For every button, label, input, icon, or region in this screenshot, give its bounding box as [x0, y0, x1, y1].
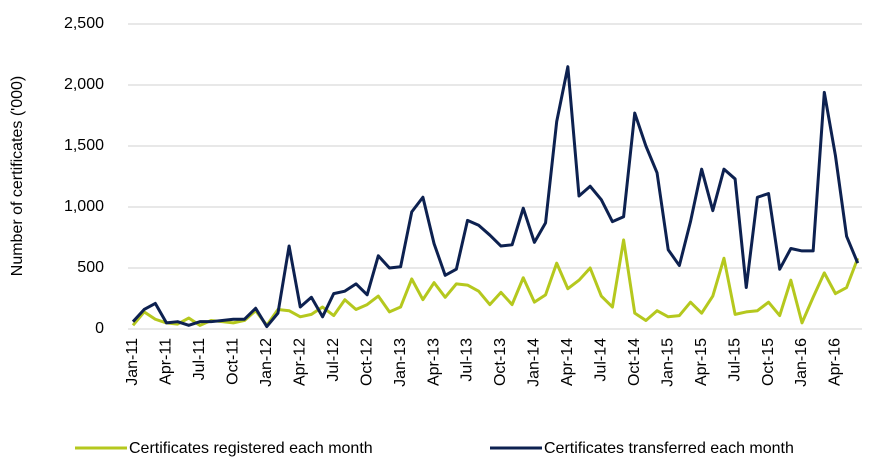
- x-tick-label: Jul-12: [325, 338, 342, 382]
- y-tick-label: 1,000: [64, 198, 104, 215]
- x-tick-label: Jul-11: [191, 338, 208, 380]
- x-tick-label: Oct-11: [225, 338, 242, 385]
- x-tick-label: Oct-13: [492, 338, 509, 386]
- y-tick-label: 500: [77, 259, 104, 276]
- x-tick-label: Apr-14: [559, 338, 576, 386]
- data-line: [131, 238, 860, 327]
- x-tick-label: Apr-16: [827, 338, 844, 386]
- x-tick-label: Jan-15: [659, 338, 676, 387]
- y-tick-label: 1,500: [64, 137, 104, 154]
- x-tick-label: Jan-12: [258, 338, 275, 387]
- legend-label: Certificates registered each month: [129, 440, 373, 457]
- x-tick-label: Jan-14: [526, 338, 543, 387]
- x-tick-label: Apr-13: [425, 338, 442, 386]
- x-tick-label: Jul-13: [459, 338, 476, 382]
- x-tick-label: Oct-15: [760, 338, 777, 386]
- x-tick-label: Jan-11: [124, 338, 141, 386]
- x-tick-label: Apr-11: [158, 338, 175, 385]
- x-tick-label: Jul-14: [593, 338, 610, 382]
- legend-label: Certificates transferred each month: [544, 440, 794, 457]
- x-tick-label: Apr-12: [291, 338, 308, 386]
- data-line: [131, 65, 860, 329]
- x-tick-label: Jul-15: [726, 338, 743, 382]
- y-tick-label: 2,000: [64, 76, 104, 93]
- x-tick-label: Apr-15: [693, 338, 710, 386]
- y-axis-label: Number of certificates ('000): [9, 76, 26, 276]
- x-tick-label: Jan-13: [392, 338, 409, 387]
- x-tick-label: Oct-14: [626, 338, 643, 386]
- y-tick-label: 0: [95, 320, 104, 337]
- x-tick-label: Oct-12: [358, 338, 375, 386]
- y-tick-label: 2,500: [64, 15, 104, 32]
- x-tick-label: Jan-16: [793, 338, 810, 387]
